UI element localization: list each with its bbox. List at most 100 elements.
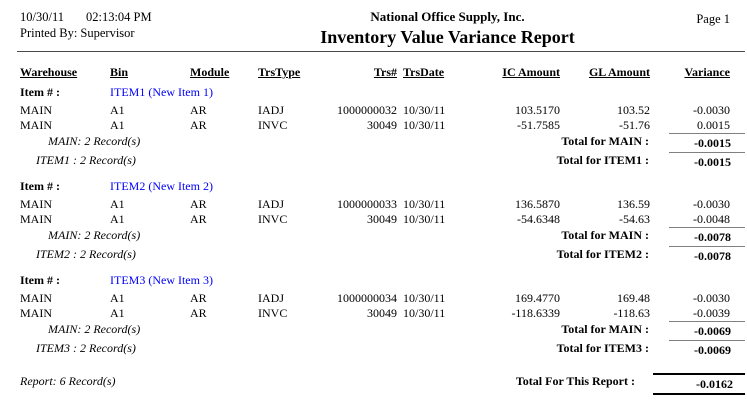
column-header-trsno: Trs# — [373, 65, 397, 79]
column-header-icamount: IC Amount — [502, 65, 560, 79]
warehouse-total-label: Total for MAIN : — [561, 228, 649, 242]
item-group: Item # : ITEM1 (New Item 1) MAIN A1 AR I… — [0, 85, 747, 170]
cell-bin: A1 — [110, 103, 125, 117]
cell-glamount: -51.76 — [619, 118, 650, 132]
cell-glamount: 136.59 — [617, 197, 650, 211]
column-header-trsdate: TrsDate — [403, 65, 445, 79]
cell-warehouse: MAIN — [20, 103, 52, 117]
item-link[interactable]: ITEM1 (New Item 1) — [110, 85, 213, 99]
item-link[interactable]: ITEM2 (New Item 2) — [110, 179, 213, 193]
item-record-count: ITEM3 : 2 Record(s) — [36, 341, 136, 355]
cell-trsdate: 10/30/11 — [403, 212, 446, 226]
warehouse-summary-row: MAIN: 2 Record(s) Total for MAIN : -0.00… — [0, 321, 747, 339]
cell-warehouse: MAIN — [20, 291, 52, 305]
cell-icamount: -51.7585 — [517, 118, 560, 132]
item-header-row: Item # : ITEM2 (New Item 2) — [0, 179, 747, 194]
column-header-trstype: TrsType — [258, 65, 301, 79]
cell-bin: A1 — [110, 212, 125, 226]
cell-module: AR — [190, 103, 207, 117]
item-total-value: -0.0069 — [669, 340, 745, 358]
item-record-count: ITEM1 : 2 Record(s) — [36, 153, 136, 167]
item-group: Item # : ITEM3 (New Item 3) MAIN A1 AR I… — [0, 273, 747, 358]
cell-icamount: 103.5170 — [515, 103, 560, 117]
report-total-value: -0.0162 — [696, 377, 733, 391]
cell-trsdate: 10/30/11 — [403, 306, 446, 320]
cell-trsno: 1000000033 — [337, 197, 397, 211]
cell-warehouse: MAIN — [20, 306, 52, 320]
cell-module: AR — [190, 306, 207, 320]
cell-bin: A1 — [110, 118, 125, 132]
cell-module: AR — [190, 291, 207, 305]
cell-trsno: 30049 — [367, 118, 397, 132]
item-total-label: Total for ITEM2 : — [556, 247, 649, 261]
cell-glamount: -118.63 — [613, 306, 650, 320]
item-summary-row: ITEM3 : 2 Record(s) Total for ITEM3 : -0… — [0, 340, 747, 358]
report-time: 02:13:04 PM — [85, 10, 152, 24]
item-header-row: Item # : ITEM3 (New Item 3) — [0, 273, 747, 288]
table-row: MAIN A1 AR INVC 30049 10/30/11 -118.6339… — [0, 306, 747, 321]
print-datetime: 10/30/11 02:13:04 PM — [20, 9, 235, 25]
cell-trsno: 1000000034 — [337, 291, 397, 305]
table-row: MAIN A1 AR INVC 30049 10/30/11 -51.7585 … — [0, 118, 747, 133]
cell-glamount: -54.63 — [619, 212, 650, 226]
item-total-label: Total for ITEM3 : — [556, 341, 649, 355]
cell-trstype: IADJ — [258, 103, 284, 117]
report-record-count: Report: 6 Record(s) — [20, 374, 116, 388]
cell-icamount: 169.4770 — [515, 291, 560, 305]
cell-trsno: 30049 — [367, 212, 397, 226]
cell-variance: -0.0030 — [693, 103, 730, 117]
cell-trstype: INVC — [258, 306, 288, 320]
page-title: Inventory Value Variance Report — [320, 27, 575, 47]
item-number-label: Item # : — [20, 85, 60, 99]
cell-module: AR — [190, 197, 207, 211]
warehouse-record-count: MAIN: 2 Record(s) — [48, 322, 141, 336]
cell-trsdate: 10/30/11 — [403, 197, 446, 211]
cell-trsdate: 10/30/11 — [403, 291, 446, 305]
cell-trsno: 30049 — [367, 306, 397, 320]
column-header-module: Module — [190, 65, 230, 79]
column-header-variance: Variance — [684, 65, 730, 79]
warehouse-total-label: Total for MAIN : — [561, 134, 649, 148]
cell-variance: -0.0048 — [693, 212, 730, 226]
cell-icamount: -54.6348 — [517, 212, 560, 226]
item-link[interactable]: ITEM3 (New Item 3) — [110, 273, 213, 287]
item-number-label: Item # : — [20, 273, 60, 287]
warehouse-total-value: -0.0078 — [669, 227, 745, 245]
table-row: MAIN A1 AR IADJ 1000000032 10/30/11 103.… — [0, 103, 747, 118]
warehouse-total-label: Total for MAIN : — [561, 322, 649, 336]
cell-module: AR — [190, 212, 207, 226]
cell-trstype: INVC — [258, 118, 288, 132]
item-total-value: -0.0078 — [669, 246, 745, 264]
column-header-row: Warehouse Bin Module TrsType Trs# TrsDat… — [0, 65, 747, 80]
header-rule — [17, 51, 745, 52]
report-date: 10/30/11 — [20, 10, 64, 24]
cell-icamount: -118.6339 — [511, 306, 560, 320]
warehouse-record-count: MAIN: 2 Record(s) — [48, 134, 141, 148]
warehouse-summary-row: MAIN: 2 Record(s) Total for MAIN : -0.00… — [0, 227, 747, 245]
column-header-glamount: GL Amount — [588, 65, 650, 79]
cell-variance: -0.0039 — [693, 306, 730, 320]
cell-bin: A1 — [110, 197, 125, 211]
item-summary-row: ITEM1 : 2 Record(s) Total for ITEM1 : -0… — [0, 152, 747, 170]
printed-by: Printed By: Supervisor — [20, 26, 135, 40]
cell-trsdate: 10/30/11 — [403, 103, 446, 117]
warehouse-total-value: -0.0015 — [669, 133, 745, 151]
report-summary-row: Report: 6 Record(s) Total For This Repor… — [0, 373, 747, 395]
cell-trstype: IADJ — [258, 291, 284, 305]
item-record-count: ITEM2 : 2 Record(s) — [36, 247, 136, 261]
cell-trsno: 1000000032 — [337, 103, 397, 117]
cell-bin: A1 — [110, 291, 125, 305]
cell-variance: -0.0030 — [693, 197, 730, 211]
cell-warehouse: MAIN — [20, 197, 52, 211]
cell-warehouse: MAIN — [20, 212, 52, 226]
cell-bin: A1 — [110, 306, 125, 320]
table-row: MAIN A1 AR IADJ 1000000033 10/30/11 136.… — [0, 197, 747, 212]
report-header: 10/30/11 02:13:04 PM Printed By: Supervis… — [0, 0, 747, 51]
cell-trstype: IADJ — [258, 197, 284, 211]
report-total-double-rule — [653, 393, 745, 395]
cell-trstype: INVC — [258, 212, 288, 226]
cell-icamount: 136.5870 — [515, 197, 560, 211]
cell-module: AR — [190, 118, 207, 132]
column-header-warehouse: Warehouse — [20, 65, 78, 79]
